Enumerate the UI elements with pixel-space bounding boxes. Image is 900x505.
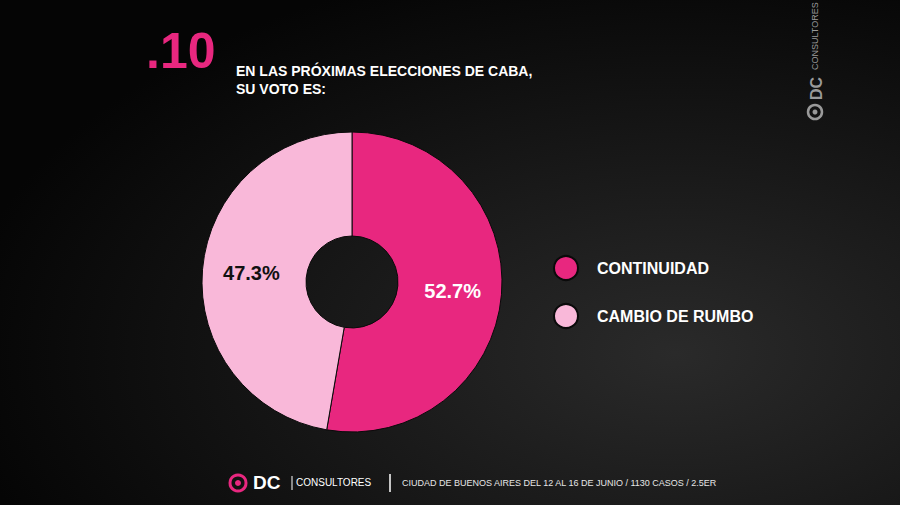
- svg-text:DC: DC: [808, 76, 825, 100]
- svg-text:CONTINUIDAD: CONTINUIDAD: [597, 260, 709, 277]
- svg-text:DC: DC: [253, 472, 281, 493]
- svg-text:CONSULTORES: CONSULTORES: [810, 2, 820, 70]
- svg-text:52.7%: 52.7%: [424, 280, 481, 302]
- svg-text:CONSULTORES: CONSULTORES: [296, 477, 372, 488]
- svg-text:CIUDAD DE BUENOS AIRES DEL 12: CIUDAD DE BUENOS AIRES DEL 12 AL 16 DE J…: [402, 478, 717, 488]
- svg-text:.10: .10: [146, 23, 216, 79]
- svg-text:CAMBIO DE RUMBO: CAMBIO DE RUMBO: [597, 308, 753, 325]
- svg-text:47.3%: 47.3%: [223, 262, 280, 284]
- svg-text:EN LAS PRÓXIMAS ELECCIONES DE: EN LAS PRÓXIMAS ELECCIONES DE CABA,: [236, 62, 532, 79]
- svg-text:SU VOTO ES:: SU VOTO ES:: [236, 81, 326, 97]
